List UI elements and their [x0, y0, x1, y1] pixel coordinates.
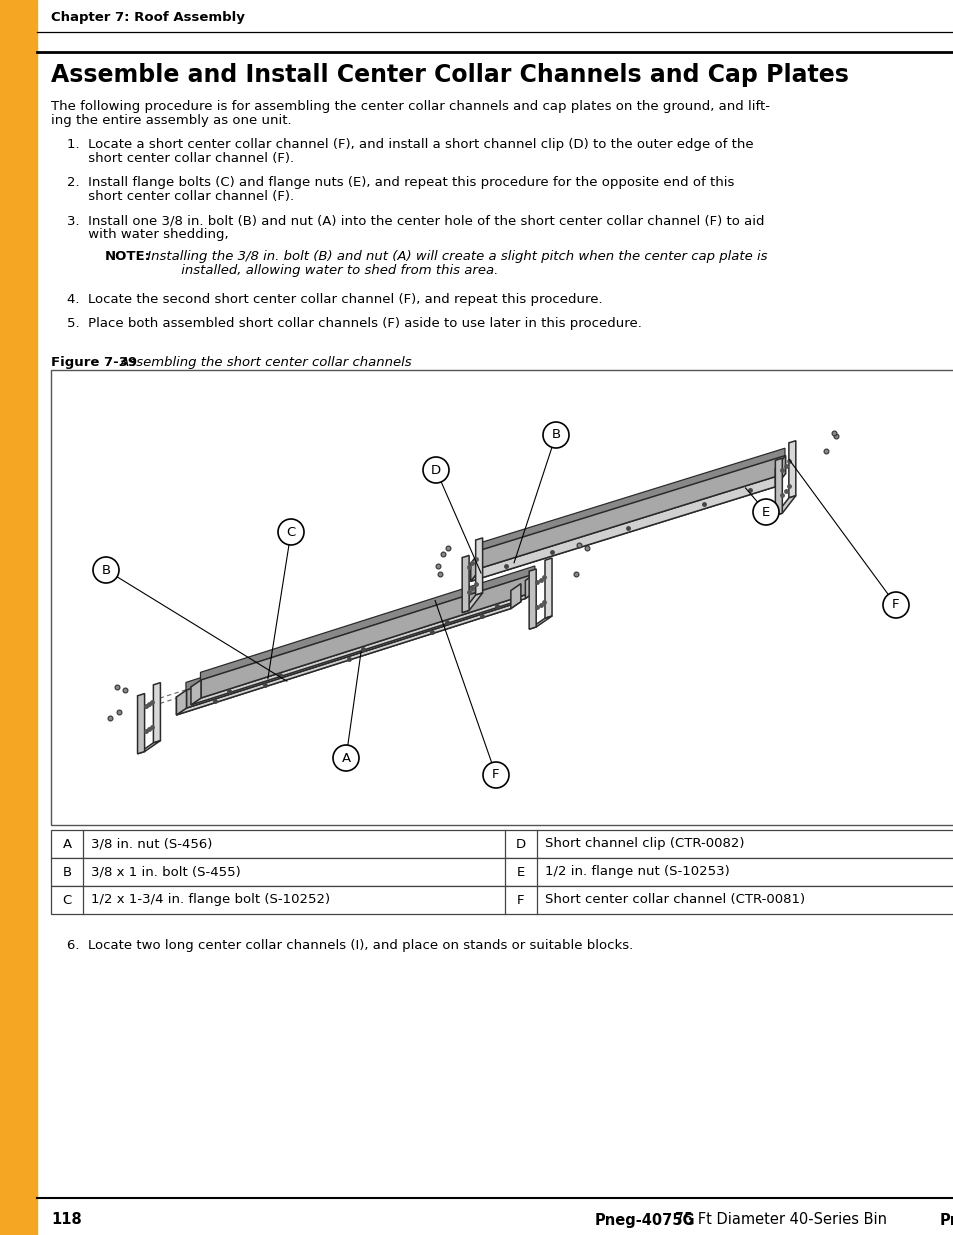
- Text: Pneg-4075G: Pneg-4075G: [939, 1213, 953, 1228]
- Text: Assemble and Install Center Collar Channels and Cap Plates: Assemble and Install Center Collar Chann…: [51, 63, 848, 86]
- Text: Assembling the short center collar channels: Assembling the short center collar chann…: [116, 356, 411, 369]
- Text: F: F: [492, 768, 499, 782]
- Polygon shape: [470, 469, 775, 582]
- Text: C: C: [286, 526, 295, 538]
- Text: E: E: [761, 505, 769, 519]
- Text: Chapter 7: Roof Assembly: Chapter 7: Roof Assembly: [51, 11, 245, 23]
- Polygon shape: [186, 584, 520, 708]
- Text: Figure 7-39: Figure 7-39: [51, 356, 137, 369]
- Bar: [51, 830, 953, 858]
- Polygon shape: [470, 550, 480, 582]
- Text: with water shedding,: with water shedding,: [67, 228, 229, 241]
- Polygon shape: [480, 456, 784, 568]
- Polygon shape: [176, 690, 186, 715]
- Text: 1.  Locate a short center collar channel (F), and install a short channel clip (: 1. Locate a short center collar channel …: [67, 138, 753, 151]
- Polygon shape: [788, 441, 795, 498]
- Text: 5.  Place both assembled short collar channels (F) aside to use later in this pr: 5. Place both assembled short collar cha…: [67, 317, 641, 330]
- Bar: [51, 885, 953, 914]
- Circle shape: [482, 762, 509, 788]
- Polygon shape: [470, 473, 784, 582]
- Polygon shape: [775, 458, 781, 515]
- Bar: [0, 0, 37, 1235]
- Polygon shape: [476, 538, 482, 595]
- Text: 3/8 in. nut (S-456): 3/8 in. nut (S-456): [91, 837, 213, 851]
- Text: installed, allowing water to shed from this area.: installed, allowing water to shed from t…: [143, 264, 497, 277]
- Text: B: B: [101, 563, 111, 577]
- Text: 118: 118: [51, 1213, 82, 1228]
- Polygon shape: [137, 694, 145, 753]
- Polygon shape: [461, 593, 482, 613]
- Polygon shape: [191, 680, 201, 705]
- Polygon shape: [544, 558, 552, 619]
- Polygon shape: [191, 580, 525, 705]
- Polygon shape: [480, 448, 784, 551]
- Text: B: B: [62, 866, 71, 878]
- Text: 4.  Locate the second short center collar channel (F), and repeat this procedure: 4. Locate the second short center collar…: [67, 293, 602, 306]
- Text: 75 Ft Diameter 40-Series Bin: 75 Ft Diameter 40-Series Bin: [669, 1213, 886, 1228]
- Text: F: F: [891, 599, 899, 611]
- Circle shape: [333, 745, 358, 771]
- Circle shape: [542, 422, 568, 448]
- Circle shape: [752, 499, 779, 525]
- Text: 6.  Locate two long center collar channels (I), and place on stands or suitable : 6. Locate two long center collar channel…: [67, 939, 633, 952]
- Text: 1/2 in. flange nut (S-10253): 1/2 in. flange nut (S-10253): [544, 866, 729, 878]
- Polygon shape: [461, 556, 469, 613]
- Text: 1/2 x 1-3/4 in. flange bolt (S-10252): 1/2 x 1-3/4 in. flange bolt (S-10252): [91, 893, 330, 906]
- Polygon shape: [201, 573, 535, 698]
- Polygon shape: [775, 456, 784, 487]
- Polygon shape: [529, 569, 536, 629]
- Text: D: D: [516, 837, 525, 851]
- Polygon shape: [176, 601, 520, 715]
- Text: 2.  Install flange bolts (C) and flange nuts (E), and repeat this procedure for : 2. Install flange bolts (C) and flange n…: [67, 177, 734, 189]
- Text: 3/8 x 1 in. bolt (S-455): 3/8 x 1 in. bolt (S-455): [91, 866, 240, 878]
- Text: 3.  Install one 3/8 in. bolt (B) and nut (A) into the center hole of the short c: 3. Install one 3/8 in. bolt (B) and nut …: [67, 214, 763, 227]
- Polygon shape: [525, 573, 535, 599]
- Circle shape: [277, 519, 304, 545]
- Polygon shape: [200, 566, 535, 680]
- Text: Short channel clip (CTR-0082): Short channel clip (CTR-0082): [544, 837, 743, 851]
- Text: NOTE:: NOTE:: [105, 249, 151, 263]
- Bar: [51, 370, 953, 825]
- Text: F: F: [517, 893, 524, 906]
- Bar: [51, 858, 953, 885]
- Polygon shape: [176, 590, 510, 715]
- Polygon shape: [510, 584, 520, 609]
- Text: short center collar channel (F).: short center collar channel (F).: [67, 190, 294, 203]
- Polygon shape: [529, 616, 552, 629]
- Text: D: D: [431, 463, 440, 477]
- Polygon shape: [191, 592, 535, 705]
- Polygon shape: [153, 683, 160, 743]
- Text: Pneg-4075G: Pneg-4075G: [595, 1213, 695, 1228]
- Circle shape: [882, 592, 908, 618]
- Text: Short center collar channel (CTR-0081): Short center collar channel (CTR-0081): [544, 893, 804, 906]
- Text: Installing the 3/8 in. bolt (B) and nut (A) will create a slight pitch when the : Installing the 3/8 in. bolt (B) and nut …: [143, 249, 767, 263]
- Polygon shape: [137, 741, 160, 753]
- Text: B: B: [551, 429, 560, 441]
- Text: The following procedure is for assembling the center collar channels and cap pla: The following procedure is for assemblin…: [51, 100, 769, 112]
- Circle shape: [422, 457, 449, 483]
- Polygon shape: [775, 495, 795, 515]
- Circle shape: [92, 557, 119, 583]
- Text: ing the entire assembly as one unit.: ing the entire assembly as one unit.: [51, 114, 292, 127]
- Text: C: C: [62, 893, 71, 906]
- Text: A: A: [341, 752, 350, 764]
- Text: short center collar channel (F).: short center collar channel (F).: [67, 152, 294, 165]
- Text: A: A: [62, 837, 71, 851]
- Text: E: E: [517, 866, 524, 878]
- Polygon shape: [186, 576, 519, 690]
